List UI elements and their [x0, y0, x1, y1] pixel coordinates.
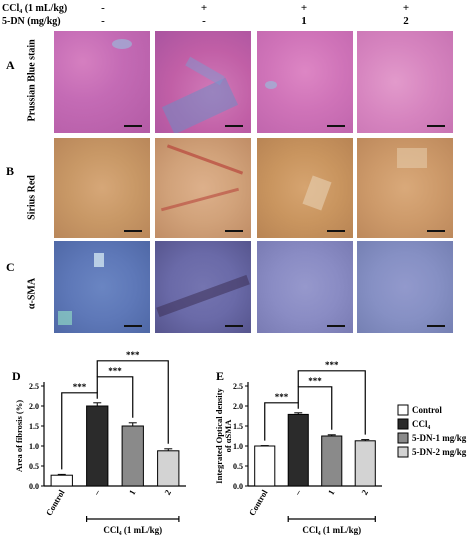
chart-legend: Control CCl₄ 5-DN-1 mg/kg 5-DN-2 mg/kg [397, 404, 467, 458]
category-label: Control [247, 487, 270, 517]
bar-charts: D 0.0 0.5 1.0 1.5 2.0 2.5 Area of fibrosis (%) C… [12, 350, 467, 535]
5dn-col3: 1 [301, 15, 307, 27]
sig-bracket [96, 360, 169, 444]
bar [157, 450, 180, 487]
y-tick-label: 1.5 [29, 422, 39, 431]
category-label: – [292, 487, 304, 497]
micrograph-c-5dn2 [357, 241, 453, 333]
scale-bar [327, 125, 345, 127]
chart-e: E 0.0 0.5 1.0 1.5 2.0 2.5 Integrated Optical de… [214, 360, 382, 535]
scale-bar [124, 325, 142, 327]
row-letter-b: B [6, 164, 15, 178]
panel-letter: E [216, 369, 224, 383]
micrograph-c-5dn1 [257, 241, 353, 333]
scale-bar [225, 325, 243, 327]
scale-bar [327, 325, 345, 327]
category-label: 2 [162, 488, 173, 497]
sig-label: *** [308, 376, 322, 386]
y-axis-label: Integrated Optical density [214, 388, 224, 484]
bar [254, 445, 276, 487]
ccl4-col2: + [200, 2, 208, 14]
y-tick-label: 0.5 [233, 462, 243, 471]
y-tick-label: 2.5 [29, 382, 39, 391]
ccl4-col1: - [101, 2, 105, 14]
scale-bar [225, 230, 243, 232]
sig-label: *** [275, 392, 289, 402]
5dn-col2: - [202, 15, 206, 27]
legend-swatch [397, 404, 409, 416]
row-title-sirius-red: Sirius Red [26, 175, 38, 220]
scale-bar [327, 230, 345, 232]
micrograph-a-5dn2 [357, 31, 453, 133]
category-label: Control [44, 487, 67, 517]
category-label: 1 [127, 488, 138, 497]
sig-bracket [61, 392, 98, 470]
category-label: – [91, 487, 103, 497]
bar [86, 405, 109, 487]
5dn-col1: - [101, 15, 105, 27]
x-axis-label: CCl₄ (1 mL/kg) [302, 525, 361, 535]
ccl4-col4: + [402, 2, 410, 14]
panel-letter: D [12, 369, 21, 383]
y-tick-label: 2.0 [29, 402, 39, 411]
y-tick-label: 0.0 [233, 482, 243, 491]
micrograph-a-ccl4 [155, 31, 251, 133]
scale-bar [225, 125, 243, 127]
row-letter-c: C [6, 260, 15, 274]
scale-bar [124, 125, 142, 127]
row-letter-a: A [6, 58, 15, 72]
bar [321, 435, 343, 487]
scale-bar [427, 325, 445, 327]
5dn-col4: 2 [403, 15, 409, 27]
bar [287, 413, 309, 487]
legend-label: CCl₄ [412, 419, 430, 429]
category-label: 1 [326, 488, 337, 497]
category-label: 2 [359, 488, 370, 497]
sig-label: *** [73, 382, 87, 392]
y-axis-label: of αSMA [223, 419, 233, 453]
legend-label: 5-DN-1 mg/kg [412, 433, 467, 443]
x-axis-label: CCl₄ (1 mL/kg) [103, 525, 162, 535]
5dn-dose-header: 5-DN (mg/kg) [2, 16, 61, 27]
micrograph-a-control [54, 31, 150, 133]
legend-swatch [397, 446, 409, 458]
micrograph-c-control [54, 241, 150, 333]
legend-label: Control [412, 405, 442, 415]
y-tick-label: 2.5 [233, 382, 243, 391]
y-tick-label: 0.0 [29, 482, 39, 491]
micrograph-c-ccl4 [155, 241, 251, 333]
y-tick-label: 1.5 [233, 422, 243, 431]
sig-bracket [264, 402, 299, 441]
bar [354, 440, 376, 487]
y-tick-label: 2.0 [233, 402, 243, 411]
sig-label: *** [126, 350, 140, 360]
legend-swatch [397, 418, 409, 430]
sig-label: *** [108, 366, 122, 376]
chart-d: D 0.0 0.5 1.0 1.5 2.0 2.5 Area of fibrosis (%) C… [12, 350, 186, 535]
row-title-alpha-sma: α-SMA [26, 277, 38, 310]
legend-swatch [397, 432, 409, 444]
scale-bar [427, 125, 445, 127]
bar [50, 474, 73, 487]
micrograph-b-5dn2 [357, 138, 453, 238]
micrograph-b-ccl4 [155, 138, 251, 238]
bar [121, 425, 144, 487]
sig-bracket [297, 386, 333, 430]
ccl4-dose-header: CCl₄ (1 mL/kg) [2, 3, 68, 14]
sig-bracket [96, 376, 134, 418]
y-tick-label: 1.0 [29, 442, 39, 451]
legend-label: 5-DN-2 mg/kg [412, 447, 467, 457]
scale-bar [124, 230, 142, 232]
row-title-prussian-blue: Prussian Blue stain [26, 39, 38, 122]
ccl4-col3: + [300, 2, 308, 14]
scale-bar [427, 230, 445, 232]
y-tick-label: 1.0 [233, 442, 243, 451]
y-tick-label: 0.5 [29, 462, 39, 471]
sig-bracket [297, 370, 366, 435]
y-axis-label: Area of fibrosis (%) [14, 400, 24, 472]
micrograph-a-5dn1 [257, 31, 353, 133]
sig-label: *** [325, 360, 339, 370]
micrograph-b-control [54, 138, 150, 238]
micrograph-b-5dn1 [257, 138, 353, 238]
